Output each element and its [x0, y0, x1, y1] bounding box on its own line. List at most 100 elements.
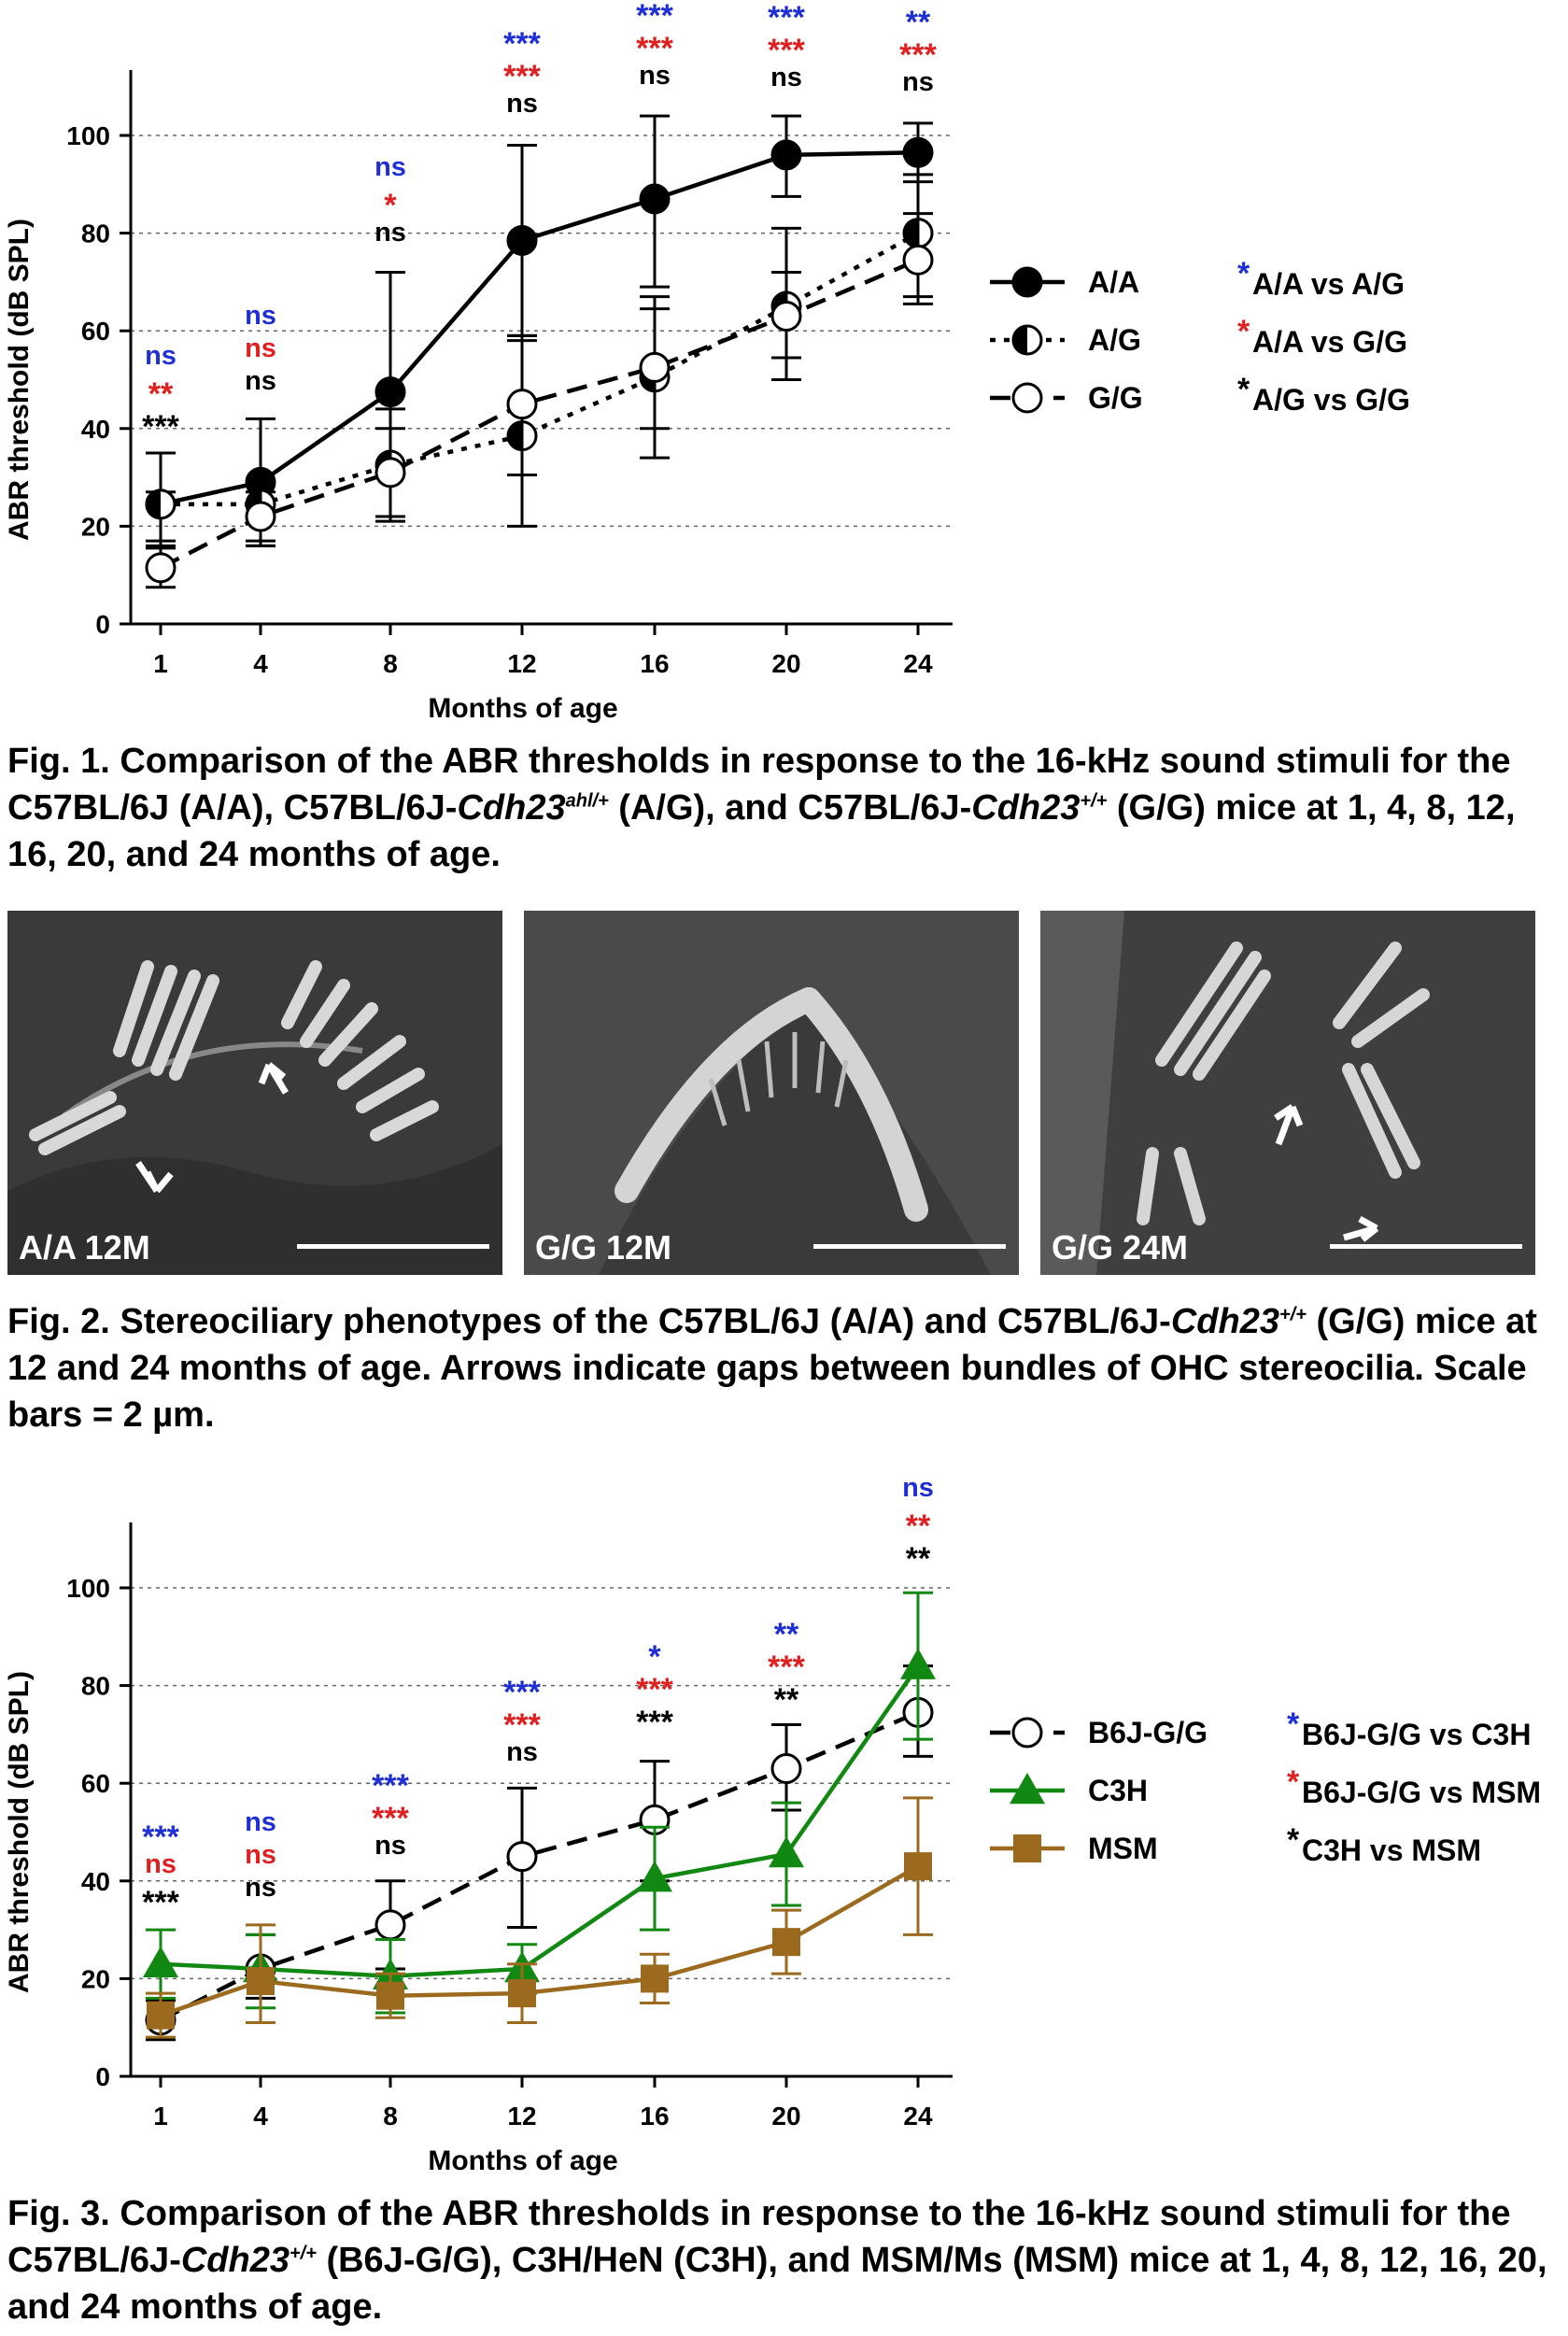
series-g-g — [145, 212, 934, 589]
fig1-caption: Fig. 1. Comparison of the ABR thresholds… — [7, 738, 1558, 878]
marker-open-circle — [902, 244, 934, 276]
y-tick-label: 20 — [81, 1964, 110, 1993]
significance-black: ns — [245, 1873, 276, 1903]
significance-black: ns — [374, 1831, 406, 1861]
fig2-caption-text: Fig. 2. Stereociliary phenotypes of the … — [7, 1302, 1171, 1341]
fig2-caption: Fig. 2. Stereociliary phenotypes of the … — [7, 1298, 1558, 1438]
marker-filled-circle — [902, 136, 934, 168]
x-axis-label: Months of age — [428, 693, 617, 724]
y-tick-label: 80 — [81, 1672, 110, 1701]
fig3-caption-text: Fig. 3. Comparison of the ABR thresholds… — [7, 2194, 1511, 2280]
marker-filled-circle — [1011, 266, 1043, 298]
x-tick-label: 12 — [507, 649, 536, 678]
legend-star: * — [1287, 1706, 1300, 1742]
marker-square — [1013, 1834, 1041, 1862]
y-tick-label: 80 — [81, 219, 110, 248]
significance-blue: ns — [145, 341, 177, 371]
fig2-caption-gene: Cdh23 — [1170, 1302, 1279, 1341]
significance-red: *** — [899, 37, 937, 73]
comparison-legend-entry: * B6J-G/G vs MSM — [1287, 1764, 1541, 1809]
significance-red: *** — [503, 59, 541, 94]
legend-label: A/A — [1088, 265, 1139, 299]
marker-triangle — [769, 1836, 804, 1868]
significance-blue: ** — [906, 5, 931, 40]
significance-red: *** — [636, 1672, 673, 1707]
x-axis-label: Months of age — [428, 2145, 617, 2176]
x-tick-label: 20 — [771, 649, 800, 678]
marker-open-circle — [245, 501, 276, 532]
x-tick-label: 16 — [640, 2102, 669, 2131]
y-tick-label: 100 — [66, 121, 110, 150]
significance-black: ns — [770, 63, 802, 92]
significance-black: *** — [636, 1705, 673, 1740]
legend-comparison-label: B6J-G/G vs C3H — [1302, 1718, 1531, 1751]
legend-comparison-label: A/A vs G/G — [1252, 325, 1407, 359]
significance-black: ** — [774, 1682, 799, 1718]
fig1-caption-allele: ahl/+ — [565, 790, 609, 812]
sem-image-gg-24m — [1040, 911, 1535, 1275]
significance-black: ns — [506, 1737, 538, 1767]
marker-square — [641, 1964, 669, 1993]
legend-entry: B6J-G/G — [990, 1716, 1208, 1749]
marker-open-circle — [506, 389, 538, 420]
legend-entry: G/G — [990, 381, 1143, 415]
legend-star: * — [1287, 1764, 1300, 1800]
panel-label-gg-24m: G/G 24M — [1052, 1228, 1189, 1267]
y-tick-label: 100 — [66, 1574, 110, 1603]
fig2-caption-text-2: (G/G) mice at 12 and 24 months of age. A… — [7, 1302, 1537, 1435]
y-tick-label: 60 — [81, 1769, 110, 1798]
significance-red: *** — [636, 31, 673, 66]
legend-comparison-label: A/G vs G/G — [1252, 383, 1410, 417]
marker-square — [247, 1967, 275, 1996]
fig3-caption-gene: Cdh23 — [180, 2241, 290, 2280]
significance-blue: ** — [774, 1617, 799, 1652]
legend-star: * — [1237, 314, 1250, 349]
legend-comparison-label: A/A vs A/G — [1252, 267, 1405, 301]
significance-blue: *** — [142, 1819, 179, 1855]
fig1-abr-threshold-chart: 0 20 40 60 80 100 1 4 8 12 16 20 24 Months of age ABR … — [4, 0, 1410, 724]
legend-entry: MSM — [990, 1832, 1158, 1865]
legend-entry: C3H — [990, 1773, 1148, 1807]
chart-axes: 0 20 40 60 80 100 1 4 8 12 16 20 24 Months of age ABR … — [4, 70, 953, 724]
significance-red: ** — [148, 376, 174, 412]
legend-label: C3H — [1088, 1774, 1148, 1807]
sem-panel-gg-12m: G/G 12M — [524, 911, 1019, 1275]
marker-half-fill — [147, 489, 161, 518]
significance-red: ** — [906, 1508, 931, 1544]
significance-black: *** — [142, 409, 179, 445]
legend-label: MSM — [1088, 1832, 1158, 1865]
x-tick-label: 1 — [153, 2102, 168, 2131]
x-tick-label: 16 — [640, 649, 669, 678]
x-tick-label: 8 — [383, 2102, 398, 2131]
significance-red: ns — [245, 1840, 276, 1870]
y-tick-label: 0 — [95, 2062, 110, 2091]
panel-label-aa-12m: A/A 12M — [19, 1228, 150, 1267]
sem-image-aa-12m — [7, 911, 502, 1275]
marker-square — [772, 1928, 800, 1957]
legend-comparison-label: B6J-G/G vs MSM — [1302, 1776, 1541, 1809]
fig3-caption: Fig. 3. Comparison of the ABR thresholds… — [7, 2190, 1558, 2330]
legend-entry: A/A — [990, 265, 1139, 299]
comparison-legend-entry: * B6J-G/G vs C3H — [1287, 1706, 1531, 1751]
scale-bar — [1330, 1244, 1522, 1249]
fig1-caption-text-2: (A/G), and C57BL/6J- — [608, 788, 972, 828]
comparison-legend-entry: * A/A vs A/G — [1237, 256, 1405, 301]
significance-black: *** — [142, 1885, 179, 1920]
comparison-legend-entry: * C3H vs MSM — [1287, 1822, 1481, 1867]
x-tick-label: 4 — [253, 2102, 268, 2131]
x-tick-label: 24 — [903, 2102, 933, 2131]
legend-comparison-label: C3H vs MSM — [1302, 1833, 1481, 1867]
fig3-abr-threshold-chart: 0 20 40 60 80 100 1 4 8 12 16 20 24 Months of age ABR … — [4, 1473, 1541, 2176]
significance-red: *** — [768, 1649, 805, 1685]
panel-label-gg-12m: G/G 12M — [535, 1228, 672, 1267]
significance-black: ns — [374, 218, 406, 248]
significance-blue: ns — [245, 301, 276, 331]
marker-triangle — [1010, 1773, 1045, 1805]
significance-blue: *** — [768, 0, 805, 35]
sem-image-gg-12m — [524, 911, 1019, 1275]
marker-half-fill — [1013, 326, 1027, 354]
fig1-caption-text: Fig. 1. Comparison of the ABR thresholds… — [7, 742, 1511, 828]
y-axis-label: ABR threshold (dB SPL) — [4, 219, 35, 541]
x-tick-label: 1 — [153, 649, 168, 678]
significance-black: ns — [639, 61, 671, 91]
